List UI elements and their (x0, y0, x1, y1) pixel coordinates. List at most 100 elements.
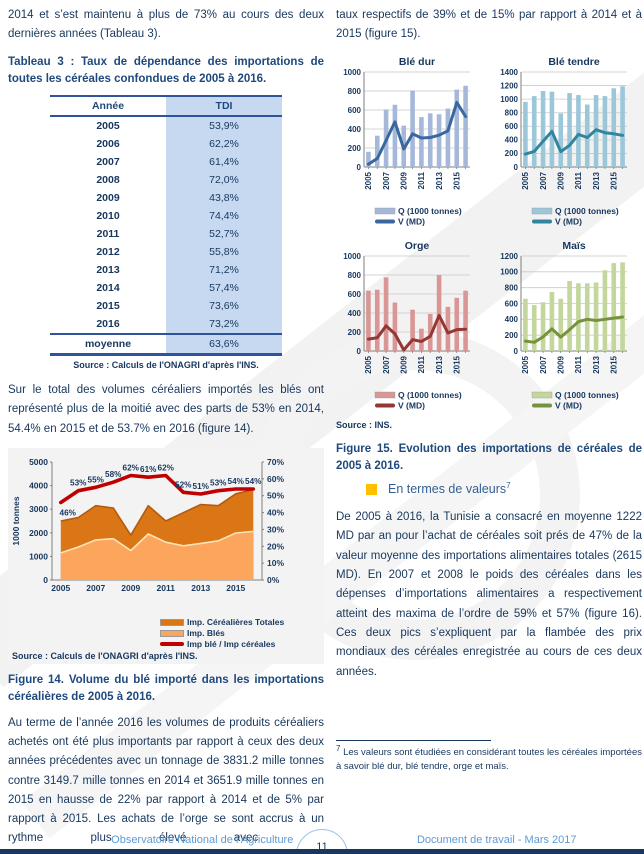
svg-text:2005: 2005 (364, 171, 373, 189)
legend-label: Imp. Blés (187, 628, 225, 639)
svg-text:62%: 62% (123, 464, 140, 473)
svg-text:2015: 2015 (226, 583, 245, 593)
bottom-rule (0, 849, 644, 854)
svg-text:V (MD): V (MD) (555, 400, 582, 410)
svg-text:70%: 70% (267, 457, 284, 467)
svg-text:30%: 30% (267, 524, 284, 534)
table-row: 2016 73,2% (50, 315, 282, 335)
svg-text:2009: 2009 (557, 171, 566, 189)
svg-text:2000: 2000 (29, 528, 48, 538)
footer-doc-title: Document de travail - Mars 2017 (416, 834, 577, 846)
tdi-cell: 73,2% (166, 315, 282, 335)
svg-text:20%: 20% (267, 541, 284, 551)
tdi-cell: 62,2% (166, 135, 282, 154)
year-cell: 2016 (96, 317, 120, 330)
table3-header-tdi: TDI (166, 96, 282, 117)
svg-text:V (MD): V (MD) (555, 216, 582, 226)
legend-item: Imp. Blés (160, 628, 225, 638)
svg-text:1000: 1000 (343, 67, 361, 76)
year-cell: 2014 (96, 281, 120, 294)
tdi-cell: 52,7% (166, 225, 282, 244)
svg-text:60%: 60% (267, 474, 284, 484)
figure14-area-chart: 0 1000 2000 3000 4000 5000 0% 10% 20% 30% 40% 50% 60… (11, 457, 284, 593)
svg-text:2013: 2013 (592, 171, 601, 189)
svg-text:V (MD): V (MD) (398, 216, 425, 226)
svg-text:1200: 1200 (500, 251, 518, 260)
svg-text:1200: 1200 (500, 81, 518, 90)
svg-text:2013: 2013 (592, 355, 601, 373)
moyenne-label: moyenne (84, 337, 132, 350)
svg-text:40%: 40% (267, 508, 284, 518)
year-cell: 2007 (96, 155, 120, 168)
svg-text:200: 200 (505, 331, 519, 340)
ble-dur-chart: Blé dur 0 200 400 600 800 1000 2005 2007 2009 2011… (343, 56, 470, 226)
page-footer: Observatoire National de l’Agriculture D… (0, 834, 644, 846)
legend-label: Imp blé / Imp céréales (187, 639, 276, 650)
svg-text:50%: 50% (267, 491, 284, 501)
table-row: 2007 61,4% (50, 153, 282, 172)
figure15-caption: Figure 15. Evolution des importations de… (336, 442, 642, 472)
svg-text:2007: 2007 (86, 583, 105, 593)
svg-text:600: 600 (348, 289, 362, 298)
svg-text:0: 0 (357, 162, 362, 171)
svg-text:Maïs: Maïs (562, 240, 586, 252)
tdi-cell: 72,0% (166, 171, 282, 190)
svg-text:1400: 1400 (500, 67, 518, 76)
section-heading-text: En termes de valeurs7 (388, 480, 511, 497)
svg-text:Blé tendre: Blé tendre (548, 56, 600, 68)
table-row: 2013 71,2% (50, 261, 282, 280)
svg-text:Blé dur: Blé dur (399, 56, 435, 68)
table-row: 2005 53,9% (50, 116, 282, 136)
svg-text:800: 800 (348, 270, 362, 279)
svg-text:58%: 58% (105, 470, 122, 479)
table-row: 2009 43,8% (50, 189, 282, 208)
svg-text:800: 800 (505, 108, 519, 117)
svg-text:2005: 2005 (364, 355, 373, 373)
paragraph-2016-volumes: Au terme de l’année 2016 les volumes de … (8, 716, 324, 845)
svg-text:V (MD): V (MD) (398, 400, 425, 410)
svg-text:600: 600 (348, 105, 362, 114)
right-column: taux respectifs de 39% et de 15% par rap… (336, 6, 642, 854)
svg-text:0: 0 (514, 162, 519, 171)
table3-foot: moyenne 63,6% (50, 334, 282, 355)
table-row: 2012 55,8% (50, 243, 282, 262)
svg-text:52%: 52% (175, 480, 192, 489)
svg-text:2015: 2015 (453, 171, 462, 189)
svg-text:200: 200 (348, 143, 362, 152)
svg-text:800: 800 (505, 283, 519, 292)
svg-text:2013: 2013 (191, 583, 210, 593)
year-cell: 2010 (96, 209, 120, 222)
figure14-chart: 0 1000 2000 3000 4000 5000 0% 10% 20% 30% 40% 50% 60… (8, 448, 324, 665)
svg-text:400: 400 (348, 308, 362, 317)
section-heading-valeurs: En termes de valeurs7 (366, 480, 642, 497)
svg-text:53%: 53% (70, 479, 87, 488)
svg-text:1000: 1000 (343, 251, 361, 260)
svg-text:3000: 3000 (29, 504, 48, 514)
paragraph-valeurs: De 2005 à 2016, la Tunisie a consacré en… (336, 511, 642, 678)
svg-text:2011: 2011 (417, 355, 426, 373)
svg-text:62%: 62% (158, 464, 175, 473)
footnote-marker: 7 (336, 743, 341, 753)
svg-text:2015: 2015 (610, 355, 619, 373)
svg-text:0: 0 (43, 575, 48, 585)
page-number: 11 (316, 841, 328, 853)
legend-swatch (160, 642, 184, 647)
table3-header-annee: Année (91, 99, 125, 112)
svg-text:5000: 5000 (29, 457, 48, 467)
svg-text:200: 200 (348, 327, 362, 336)
tdi-cell: 74,4% (166, 207, 282, 226)
svg-text:2011: 2011 (574, 171, 583, 189)
svg-text:2011: 2011 (417, 171, 426, 189)
tdi-cell: 55,8% (166, 243, 282, 262)
svg-text:600: 600 (505, 122, 519, 131)
tdi-cell: 57,4% (166, 279, 282, 298)
svg-text:Orge: Orge (405, 240, 430, 252)
svg-text:2009: 2009 (400, 355, 409, 373)
tdi-cell: 53,9% (166, 116, 282, 136)
table-row-moyenne: moyenne 63,6% (50, 334, 282, 355)
table-row: 2008 72,0% (50, 171, 282, 190)
footnote: 7 Les valeurs sont étudiées en considéra… (336, 739, 642, 775)
svg-text:46%: 46% (60, 509, 77, 518)
tdi-cell: 61,4% (166, 153, 282, 172)
